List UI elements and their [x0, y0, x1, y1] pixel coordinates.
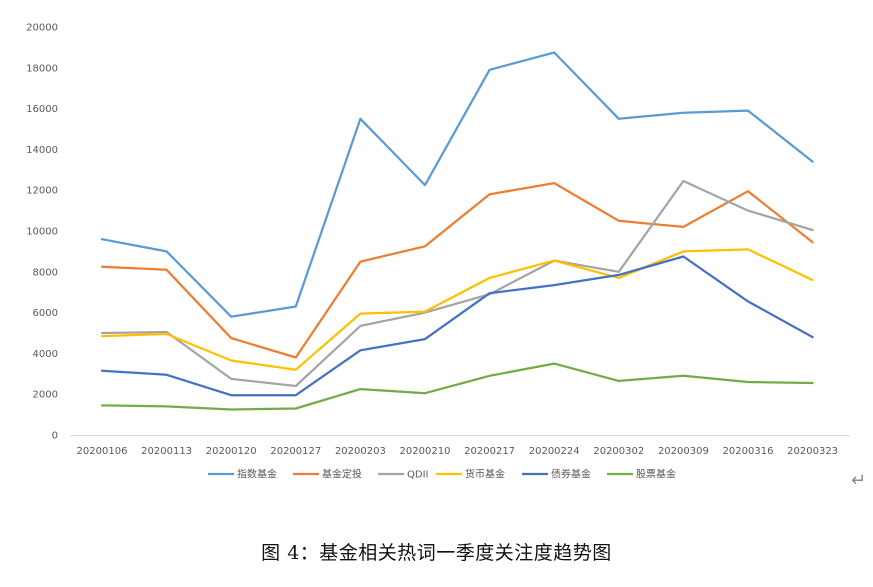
y-tick-label: 10000	[26, 227, 58, 238]
x-tick-label: 20200316	[723, 446, 774, 457]
y-tick-label: 2000	[33, 390, 58, 401]
legend-label: 货币基金	[465, 468, 505, 481]
legend-label: QDII	[407, 470, 428, 481]
legend: 指数基金 基金定投 QDII 货币基金 债券基金 股票基金	[208, 468, 676, 481]
figure-caption: 图 4：基金相关热词一季度关注度趋势图	[261, 542, 612, 564]
series-line	[100, 255, 814, 397]
line-chart: 0 2000 4000 6000 8000 10000 12000 14000 16000 180…	[26, 23, 850, 481]
y-tick-label: 0	[52, 431, 58, 442]
legend-label: 股票基金	[636, 468, 676, 481]
y-tick-label: 6000	[33, 308, 58, 319]
series-line	[100, 179, 814, 388]
series-line	[100, 248, 814, 371]
x-tick-label: 20200210	[400, 446, 451, 457]
y-tick-label: 12000	[26, 186, 58, 197]
x-tick-label: 20200302	[593, 446, 644, 457]
paragraph-return-mark: ↵	[851, 470, 867, 491]
y-axis: 0 2000 4000 6000 8000 10000 12000 14000 16000 180…	[26, 23, 58, 442]
x-tick-label: 20200323	[787, 446, 838, 457]
y-tick-label: 14000	[26, 145, 58, 156]
y-tick-label: 20000	[26, 23, 58, 34]
x-tick-label: 20200113	[141, 446, 192, 457]
legend-label: 债券基金	[551, 468, 591, 481]
y-tick-label: 18000	[26, 63, 58, 74]
y-tick-label: 8000	[33, 267, 58, 278]
x-tick-label: 20200224	[529, 446, 580, 457]
y-tick-label: 16000	[26, 104, 58, 115]
x-tick-label: 20200217	[464, 446, 515, 457]
series-lines	[100, 51, 814, 411]
x-tick-label: 20200203	[335, 446, 386, 457]
legend-label: 基金定投	[322, 468, 362, 481]
series-line	[100, 362, 814, 411]
x-tick-label: 20200309	[658, 446, 709, 457]
series-line	[100, 51, 814, 318]
series-line	[100, 181, 814, 359]
x-axis: 20200106 20200113 20200120 20200127 20200203…	[77, 446, 839, 457]
x-tick-label: 20200106	[77, 446, 128, 457]
y-tick-label: 4000	[33, 349, 58, 360]
legend-label: 指数基金	[237, 468, 277, 481]
x-tick-label: 20200120	[206, 446, 257, 457]
x-tick-label: 20200127	[270, 446, 321, 457]
